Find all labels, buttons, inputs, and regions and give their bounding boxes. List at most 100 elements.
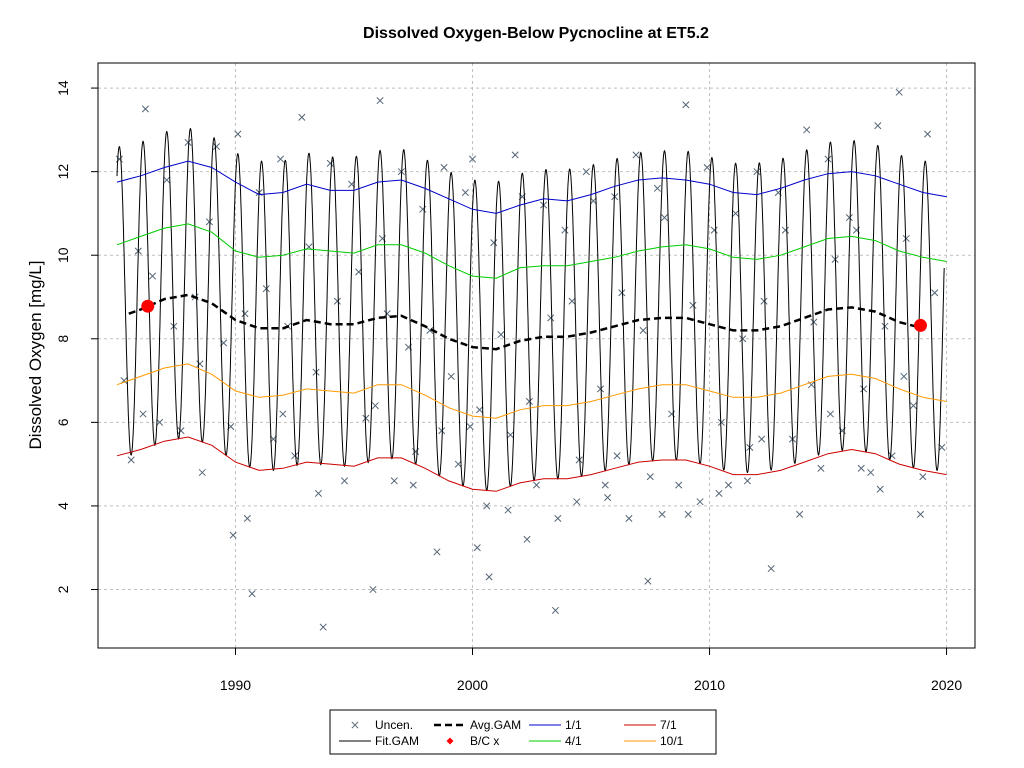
uncensored-point [262, 285, 270, 293]
uncensored-point [613, 452, 621, 460]
legend-box [329, 709, 717, 755]
uncensored-point [490, 239, 498, 247]
uncensored-point [919, 473, 927, 481]
uncensored-point [229, 531, 237, 539]
uncensored-point [758, 435, 766, 443]
y-axis-label: Dissolved Oxygen [mg/L] [26, 261, 45, 450]
uncensored-point [291, 452, 299, 460]
uncensored-point [371, 402, 379, 410]
y-tick-label: 12 [55, 164, 71, 180]
chart-title: Dissolved Oxygen-Below Pycnocline at ET5… [363, 25, 709, 42]
x-tick-label: 1990 [220, 677, 251, 693]
uncensored-point [573, 498, 581, 506]
uncensored-point [547, 314, 555, 322]
uncensored-point [163, 176, 171, 184]
uncensored-point [826, 410, 834, 418]
legend-item-7-1: 7/1 [624, 718, 677, 732]
uncensored-point [724, 481, 733, 489]
uncensored-point [551, 606, 560, 614]
uncensored-point [689, 301, 697, 309]
uncensored-point [902, 234, 910, 243]
uncensored-point [653, 184, 661, 192]
series-lines [116, 160, 947, 492]
uncensored-point [760, 297, 768, 305]
legend-item-b-c-x: B/C x [446, 734, 499, 748]
uncensored-point [419, 205, 427, 213]
uncensored-point [447, 372, 455, 380]
uncensored-point [817, 464, 825, 472]
x-tick-label: 2020 [931, 677, 962, 693]
uncensored-point [212, 143, 221, 151]
x-axis: 1990 2000 2010 2020 [220, 647, 962, 693]
uncensored-point [575, 456, 583, 464]
uncensored-point [198, 468, 206, 477]
uncensored-point [924, 130, 932, 138]
legend-label: Uncen. [375, 718, 413, 732]
uncensored-point [561, 226, 569, 234]
uncensored-point [767, 565, 775, 573]
uncensored-point [715, 489, 723, 497]
legend-label: 7/1 [660, 718, 677, 732]
uncensored-point [881, 322, 889, 330]
uncensored-point [466, 422, 474, 431]
y-tick-label: 8 [55, 335, 71, 343]
grid [98, 63, 975, 648]
legend-label: Avg.GAM [470, 718, 521, 732]
uncensored-point [696, 498, 704, 506]
uncensored-point [454, 460, 462, 468]
uncensored-point [461, 188, 469, 197]
legend-item-4-1: 4/1 [529, 734, 582, 748]
uncensored-point [241, 310, 249, 318]
uncensored-point [468, 155, 477, 163]
uncensored-point [582, 168, 590, 176]
legend-item-fit-gam: Fit.GAM [339, 734, 419, 748]
uncensored-point [127, 456, 135, 464]
uncensored-point [234, 130, 242, 138]
uncensored-point [276, 155, 285, 163]
uncensored-point [248, 590, 256, 598]
legend: Uncen. Fit.GAM Avg.GAM B/C x 1/1 4/1 7/1 10/1 [329, 709, 717, 755]
uncensored-point [141, 105, 149, 113]
uncensored-point [703, 163, 711, 172]
legend-item-10-1: 10/1 [624, 734, 684, 748]
bc-points [141, 299, 927, 332]
uncensored-point [684, 510, 692, 518]
bc-point-1 [913, 318, 927, 332]
uncensored-point [568, 297, 576, 305]
uncensored-point [810, 318, 818, 326]
uncensored-point [874, 122, 882, 130]
uncensored-point [476, 406, 484, 414]
uncensored-point [243, 514, 251, 523]
uncensored-point [739, 335, 747, 343]
uncensored-point [497, 331, 505, 339]
uncensored-point [433, 548, 441, 556]
uncensored-point [860, 385, 868, 393]
uncensored-point [895, 88, 903, 96]
y-tick-label: 10 [55, 247, 71, 263]
uncensored-point [314, 489, 322, 497]
uncensored-point [376, 97, 384, 105]
uncensored-point [675, 481, 683, 489]
uncensored-point [646, 473, 654, 481]
uncensored-point [504, 506, 512, 514]
series-line-10-1 [116, 363, 947, 419]
y-tick-label: 6 [55, 418, 71, 426]
uncensored-point [205, 218, 213, 226]
uncensored-point [532, 481, 541, 489]
uncensored-point [523, 535, 531, 543]
uncensored-point [525, 397, 533, 406]
uncensored-point [148, 272, 157, 280]
uncensored-point [485, 573, 493, 581]
uncensored-point [909, 402, 917, 410]
legend-item-1-1: 1/1 [529, 718, 582, 732]
y-tick-label: 2 [55, 585, 71, 593]
uncensored-points [115, 88, 946, 631]
legend-label: 4/1 [565, 734, 582, 748]
uncensored-point [682, 101, 690, 109]
uncensored-point [743, 477, 752, 485]
uncensored-point [196, 360, 204, 368]
uncensored-point [369, 585, 377, 594]
uncensored-point [298, 113, 306, 121]
uncensored-point [618, 289, 626, 297]
